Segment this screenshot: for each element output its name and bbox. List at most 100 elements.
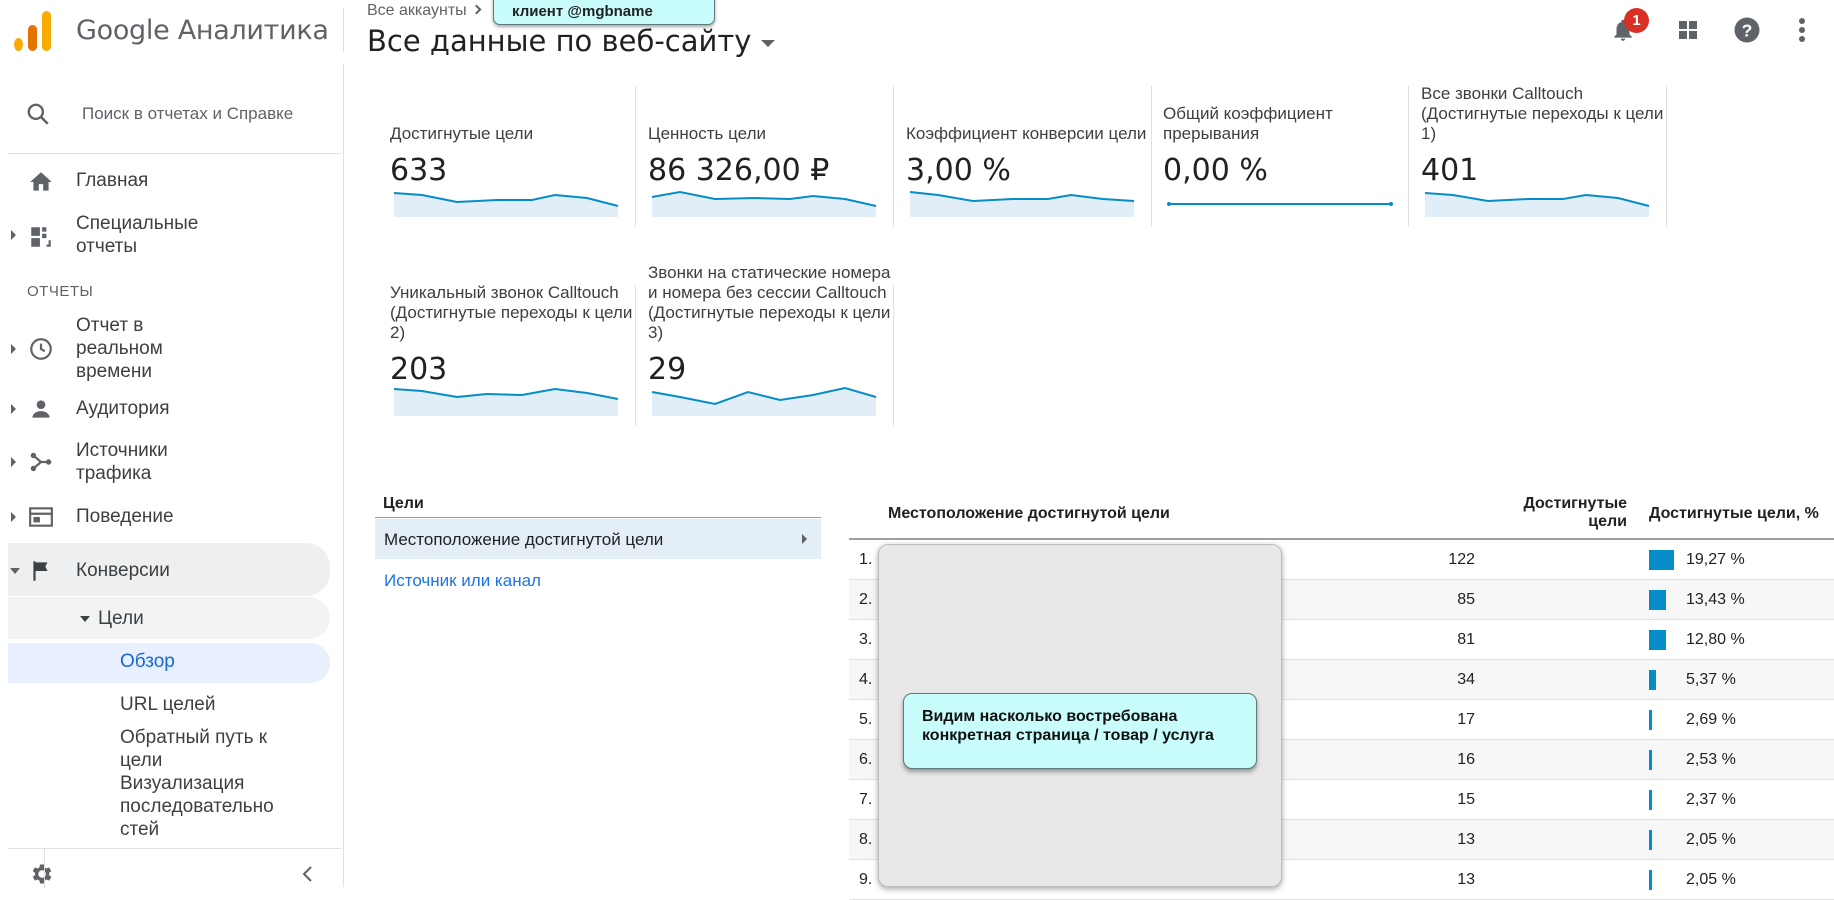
view-selector[interactable]: Все данные по веб-сайту	[367, 24, 776, 58]
label-line: Визуализация	[120, 773, 245, 794]
sidebar-search[interactable]	[8, 72, 341, 154]
metric-tile[interactable]: Коэффициент конверсии цели 3,00 %	[906, 86, 1152, 227]
metric-tile[interactable]: Достигнутые цели 633	[390, 86, 636, 227]
label-line: последовательно	[120, 796, 274, 817]
metric-value: 633	[390, 153, 448, 188]
collapse-icon[interactable]	[300, 866, 314, 882]
svg-text:?: ?	[1742, 20, 1753, 40]
sidebar-item-conversions[interactable]: Конверсии	[8, 559, 330, 583]
metric-tile[interactable]: Все звонки Calltouch (Достигнутые перехо…	[1421, 84, 1667, 227]
apps-button[interactable]	[1672, 14, 1704, 46]
row-index: 8.	[859, 831, 873, 848]
goals-dimension-selected[interactable]: Местоположение достигнутой цели	[375, 519, 821, 559]
column-header-pct[interactable]: Достигнутые цели, %	[1649, 505, 1819, 522]
breadcrumb[interactable]: Все аккаунты	[367, 2, 482, 20]
metric-tile[interactable]: Уникальный звонок Calltouch (Достигнутые…	[390, 283, 636, 426]
goals-panel-divider	[375, 517, 821, 518]
goal-pct: 2,37 %	[1686, 791, 1736, 808]
goals-dimension-label: Местоположение достигнутой цели	[384, 530, 664, 549]
pct-bar	[1649, 630, 1666, 650]
gear-icon[interactable]	[28, 861, 54, 887]
home-icon	[30, 172, 52, 191]
sidebar-item-acquisition[interactable]: Источники трафика	[8, 439, 330, 485]
metric-tile[interactable]: Общий коэффициент прерывания 0,00 %	[1163, 86, 1409, 227]
browser-icon	[29, 507, 53, 527]
pct-bar	[1649, 790, 1652, 810]
goal-pct: 2,53 %	[1686, 751, 1736, 768]
pct-bar	[1649, 590, 1666, 610]
pct-bar	[1649, 830, 1652, 850]
goal-completions: 13	[1457, 871, 1475, 888]
header-line: цели	[1588, 513, 1627, 530]
column-header-goals[interactable]: Достигнутые цели	[1480, 495, 1627, 531]
label-line: отчеты	[76, 236, 138, 257]
sidebar-item-overview[interactable]: Обзор	[120, 651, 175, 672]
column-header-location[interactable]: Местоположение достигнутой цели	[888, 505, 1170, 522]
footer-divider	[44, 849, 45, 888]
pct-bar	[1649, 670, 1656, 690]
header-line: Достигнутые	[1523, 495, 1627, 512]
sparkline	[1167, 202, 1393, 206]
goal-pct: 12,80 %	[1686, 631, 1745, 648]
sidebar-item-label: Цели	[98, 608, 144, 629]
goal-pct: 5,37 %	[1686, 671, 1736, 688]
sidebar-item-audience[interactable]: Аудитория	[8, 397, 330, 421]
row-index: 3.	[859, 631, 873, 648]
table-row[interactable]: 3./price8112,80 %	[849, 620, 1834, 660]
section-header-reports: ОТЧЕТЫ	[27, 283, 94, 300]
chevron-right-icon	[471, 4, 482, 15]
metric-title: Все звонки Calltouch (Достигнутые перехо…	[1421, 84, 1664, 143]
row-index: 1.	[859, 551, 873, 568]
goal-completions: 122	[1448, 551, 1475, 568]
apps-icon	[1679, 21, 1697, 39]
goal-completions: 34	[1457, 671, 1475, 688]
sidebar-item-custom-reports[interactable]: Специальные отчеты	[8, 212, 330, 258]
goals-dimension-source-link[interactable]: Источник или канал	[384, 571, 541, 590]
metric-tile[interactable]: Ценность цели 86 326,00 ₽	[648, 86, 894, 227]
metric-title: Ценность цели	[648, 124, 766, 143]
goal-pct: 19,27 %	[1686, 551, 1745, 568]
sidebar-goals-bg	[8, 597, 330, 639]
expand-arrow-icon	[11, 404, 16, 414]
row-index: 7.	[859, 791, 873, 808]
label-line: времени	[76, 361, 152, 382]
analytics-logo[interactable]	[14, 9, 52, 51]
sidebar-item-behavior[interactable]: Поведение	[8, 505, 330, 529]
sidebar-item-reverse-path[interactable]: Обратный путь к цели	[120, 726, 267, 772]
expand-arrow-icon	[11, 512, 16, 522]
metric-title: Уникальный звонок Calltouch (Достигнутые…	[390, 283, 633, 342]
goal-pct: 2,05 %	[1686, 831, 1736, 848]
sidebar-item-goal-urls[interactable]: URL целей	[120, 694, 216, 715]
more-options-button[interactable]	[1786, 14, 1818, 46]
sidebar-item-label: Аудитория	[76, 398, 170, 419]
pct-bar	[1649, 550, 1674, 570]
search-input[interactable]	[82, 104, 307, 124]
fork-icon	[30, 452, 52, 472]
row-index: 9.	[859, 871, 873, 888]
sidebar	[0, 64, 344, 887]
person-icon	[32, 400, 50, 418]
sidebar-item-label: Поведение	[76, 506, 174, 527]
sidebar-item-home[interactable]: Главная	[8, 169, 330, 193]
label-line: трафика	[76, 463, 152, 484]
clock-icon	[30, 338, 52, 360]
sidebar-item-label: Источники трафика	[76, 439, 168, 485]
expand-arrow-icon	[11, 344, 16, 354]
label-line: Отчет в	[76, 315, 144, 336]
expand-arrow-icon	[11, 230, 16, 240]
goal-completions: 15	[1457, 791, 1475, 808]
goal-pct: 2,05 %	[1686, 871, 1736, 888]
table-row[interactable]: 5. 17 2,69 %	[849, 700, 1834, 740]
metric-value: 3,00 %	[906, 153, 1011, 188]
metric-tile[interactable]: Звонки на статические номера и номера бе…	[648, 263, 894, 426]
sidebar-item-funnel[interactable]: Визуализация последовательно стей	[120, 772, 274, 841]
sidebar-item-realtime[interactable]: Отчет в реальном времени	[8, 314, 330, 383]
sidebar-item-goals[interactable]: Цели	[80, 607, 144, 630]
header-divider	[343, 8, 344, 52]
goal-completions: 85	[1457, 591, 1475, 608]
help-button[interactable]: ?	[1731, 14, 1763, 46]
sidebar-active-conversions-bg	[8, 543, 330, 596]
row-index: 6.	[859, 751, 873, 768]
label-line: реальном	[76, 338, 163, 359]
expand-arrow-icon	[11, 457, 16, 467]
